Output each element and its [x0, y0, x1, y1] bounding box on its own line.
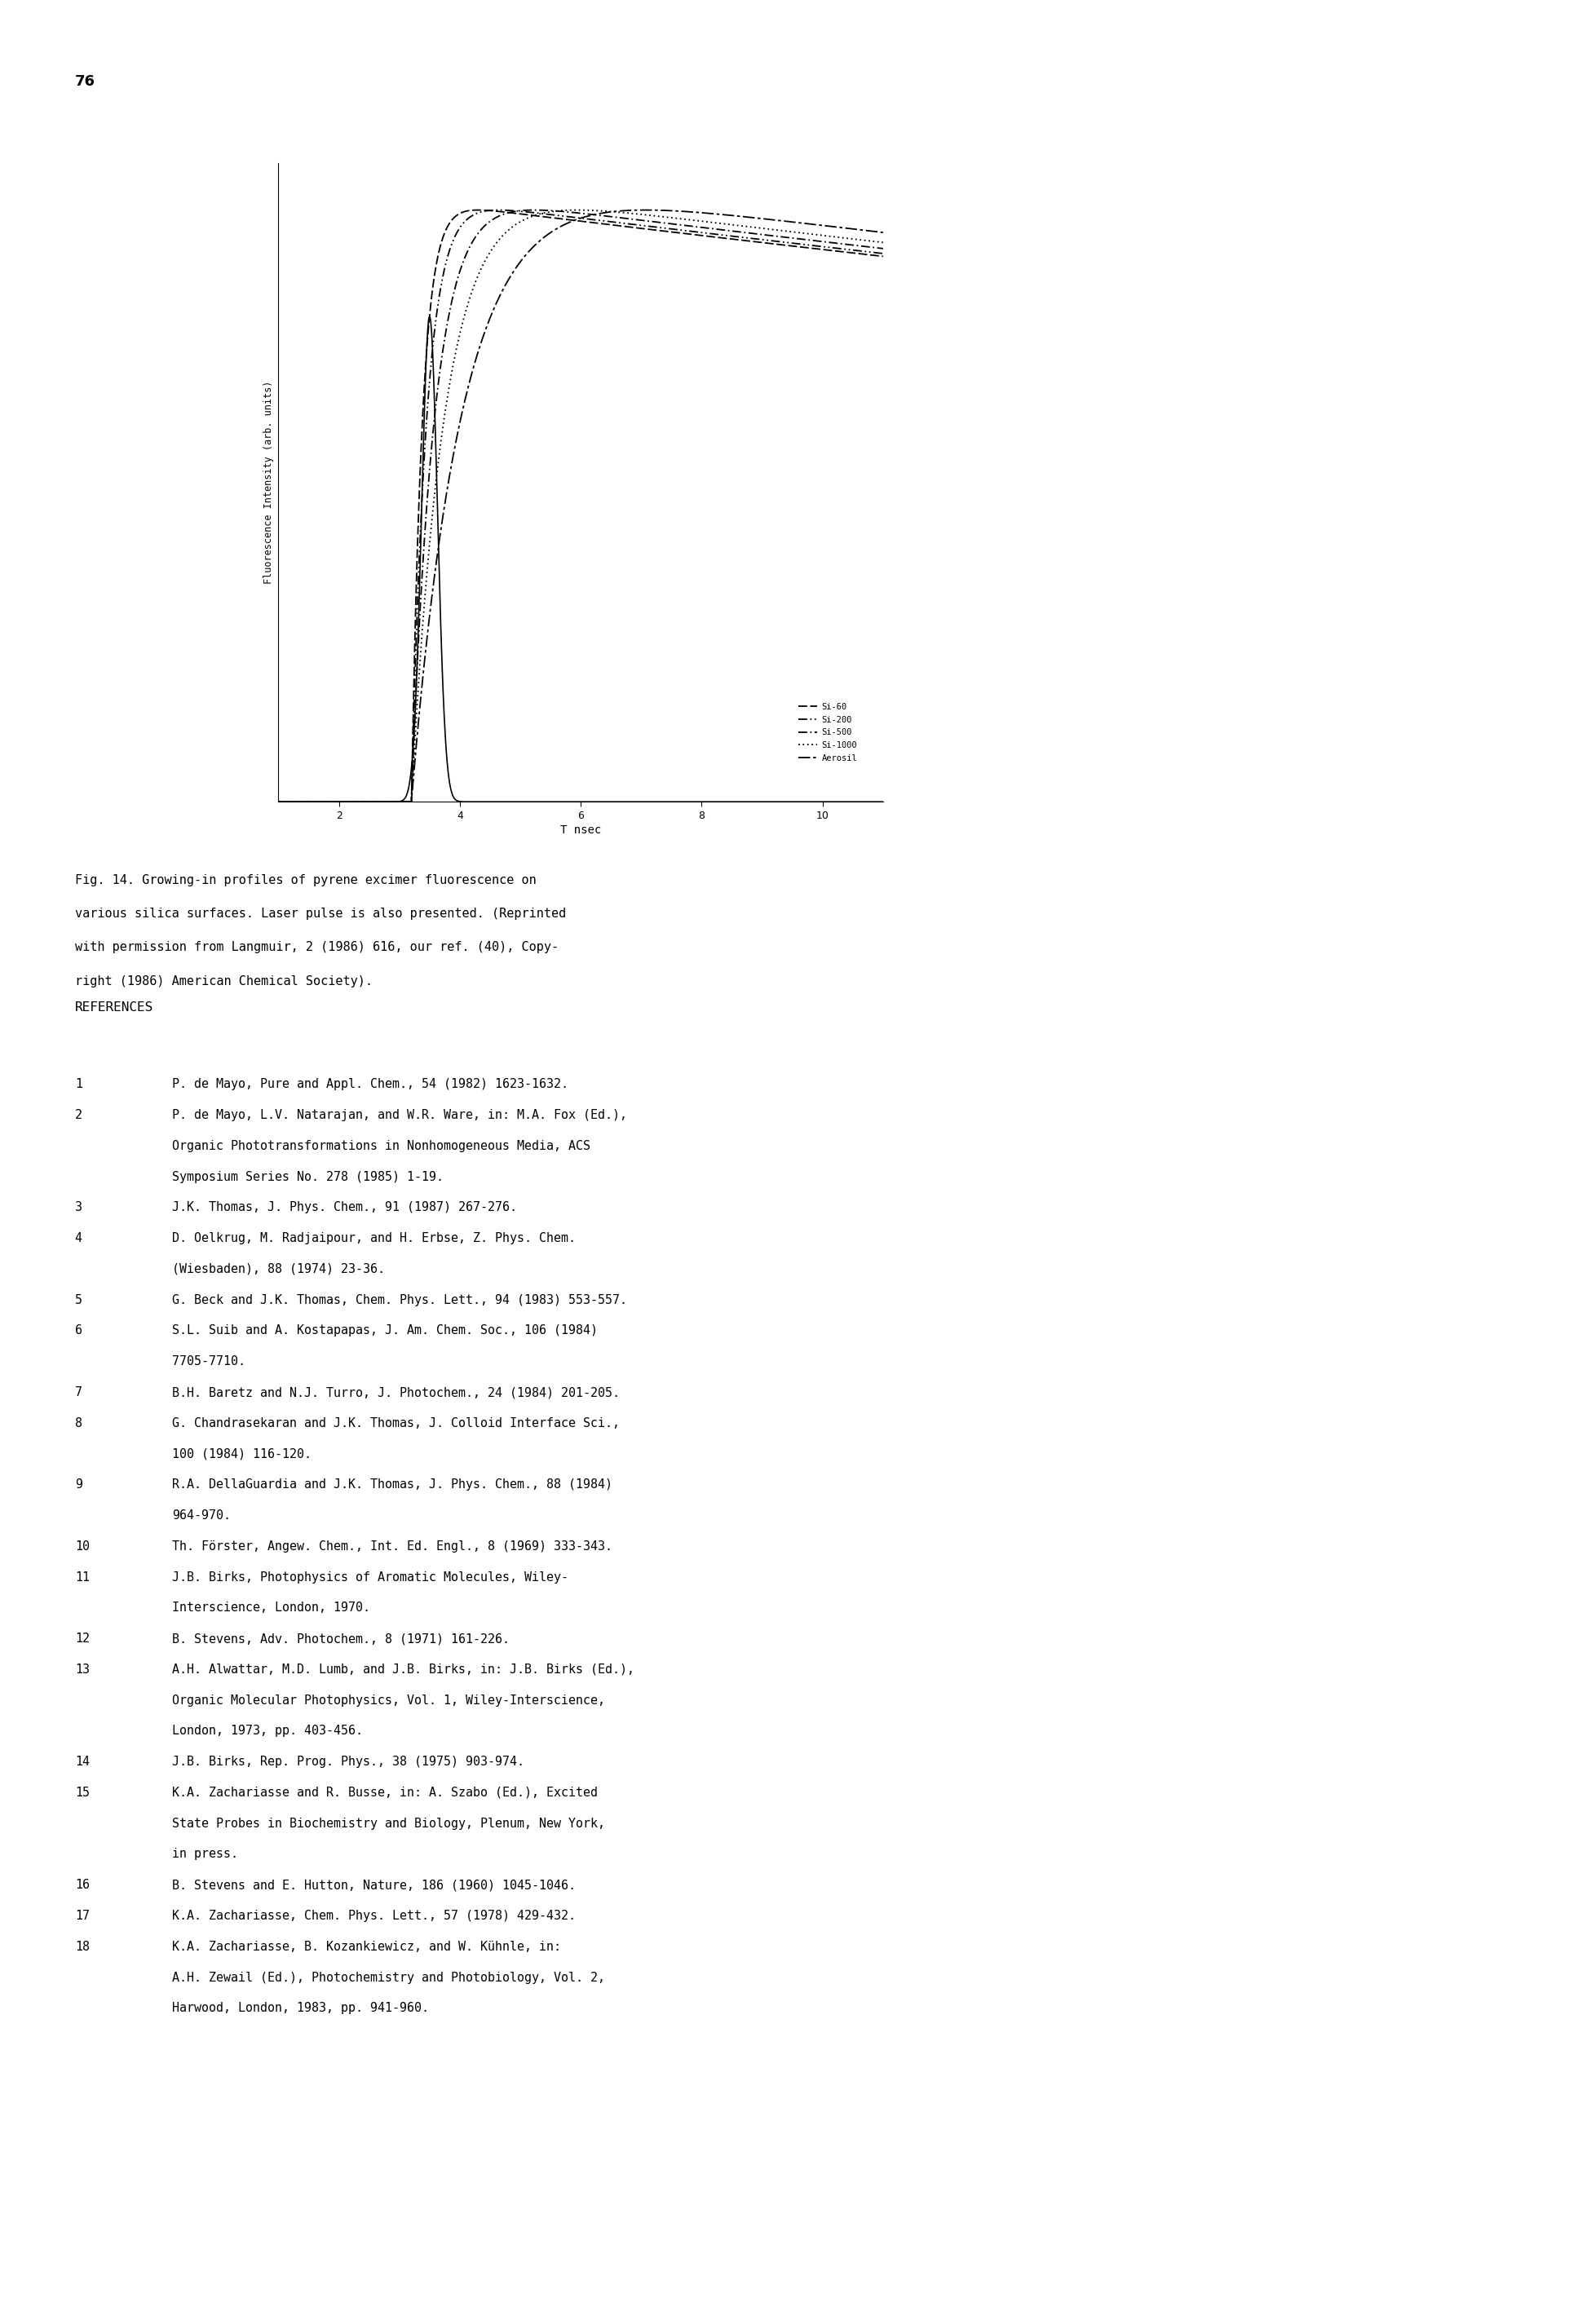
Text: 5: 5 [75, 1294, 83, 1306]
Text: 10: 10 [75, 1541, 89, 1552]
Text: G. Beck and J.K. Thomas, Chem. Phys. Lett., 94 (1983) 553-557.: G. Beck and J.K. Thomas, Chem. Phys. Let… [172, 1294, 627, 1306]
Text: 2: 2 [75, 1109, 83, 1122]
Text: 4: 4 [75, 1232, 83, 1246]
Text: S.L. Suib and A. Kostapapas, J. Am. Chem. Soc., 106 (1984): S.L. Suib and A. Kostapapas, J. Am. Chem… [172, 1325, 598, 1336]
Text: K.A. Zachariasse, B. Kozankiewicz, and W. Kühnle, in:: K.A. Zachariasse, B. Kozankiewicz, and W… [172, 1941, 560, 1952]
Text: 3: 3 [75, 1202, 83, 1213]
Text: with permission from Langmuir, 2 (1986) 616, our ref. (40), Copy-: with permission from Langmuir, 2 (1986) … [75, 941, 558, 953]
Text: R.A. DellaGuardia and J.K. Thomas, J. Phys. Chem., 88 (1984): R.A. DellaGuardia and J.K. Thomas, J. Ph… [172, 1478, 613, 1492]
Text: 15: 15 [75, 1787, 89, 1799]
Text: 7: 7 [75, 1385, 83, 1399]
Text: 100 (1984) 116-120.: 100 (1984) 116-120. [172, 1448, 312, 1459]
Text: Symposium Series No. 278 (1985) 1-19.: Symposium Series No. 278 (1985) 1-19. [172, 1171, 444, 1183]
X-axis label: T nsec: T nsec [560, 825, 601, 837]
Text: K.A. Zachariasse and R. Busse, in: A. Szabo (Ed.), Excited: K.A. Zachariasse and R. Busse, in: A. Sz… [172, 1787, 598, 1799]
Text: B. Stevens, Adv. Photochem., 8 (1971) 161-226.: B. Stevens, Adv. Photochem., 8 (1971) 16… [172, 1631, 509, 1645]
Text: Interscience, London, 1970.: Interscience, London, 1970. [172, 1601, 371, 1615]
Text: London, 1973, pp. 403-456.: London, 1973, pp. 403-456. [172, 1724, 363, 1738]
Text: D. Oelkrug, M. Radjaipour, and H. Erbse, Z. Phys. Chem.: D. Oelkrug, M. Radjaipour, and H. Erbse,… [172, 1232, 576, 1246]
Text: REFERENCES: REFERENCES [75, 1002, 153, 1013]
Text: 7705-7710.: 7705-7710. [172, 1355, 245, 1369]
Text: Fig. 14. Growing-in profiles of pyrene excimer fluorescence on: Fig. 14. Growing-in profiles of pyrene e… [75, 874, 536, 885]
Text: State Probes in Biochemistry and Biology, Plenum, New York,: State Probes in Biochemistry and Biology… [172, 1817, 605, 1829]
Text: Harwood, London, 1983, pp. 941-960.: Harwood, London, 1983, pp. 941-960. [172, 2001, 428, 2015]
Text: B.H. Baretz and N.J. Turro, J. Photochem., 24 (1984) 201-205.: B.H. Baretz and N.J. Turro, J. Photochem… [172, 1385, 619, 1399]
Text: 6: 6 [75, 1325, 83, 1336]
Text: A.H. Alwattar, M.D. Lumb, and J.B. Birks, in: J.B. Birks (Ed.),: A.H. Alwattar, M.D. Lumb, and J.B. Birks… [172, 1664, 635, 1676]
Text: J.B. Birks, Photophysics of Aromatic Molecules, Wiley-: J.B. Birks, Photophysics of Aromatic Mol… [172, 1571, 568, 1583]
Text: 964-970.: 964-970. [172, 1508, 231, 1522]
Text: 8: 8 [75, 1418, 83, 1429]
Text: 12: 12 [75, 1631, 89, 1645]
Text: 13: 13 [75, 1664, 89, 1676]
Text: (Wiesbaden), 88 (1974) 23-36.: (Wiesbaden), 88 (1974) 23-36. [172, 1264, 385, 1276]
Text: Organic Phototransformations in Nonhomogeneous Media, ACS: Organic Phototransformations in Nonhomog… [172, 1141, 590, 1153]
Text: A.H. Zewail (Ed.), Photochemistry and Photobiology, Vol. 2,: A.H. Zewail (Ed.), Photochemistry and Ph… [172, 1971, 605, 1985]
Text: K.A. Zachariasse, Chem. Phys. Lett., 57 (1978) 429-432.: K.A. Zachariasse, Chem. Phys. Lett., 57 … [172, 1910, 576, 1922]
Text: B. Stevens and E. Hutton, Nature, 186 (1960) 1045-1046.: B. Stevens and E. Hutton, Nature, 186 (1… [172, 1878, 576, 1892]
Text: 11: 11 [75, 1571, 89, 1583]
Text: Th. Förster, Angew. Chem., Int. Ed. Engl., 8 (1969) 333-343.: Th. Förster, Angew. Chem., Int. Ed. Engl… [172, 1541, 613, 1552]
Text: 18: 18 [75, 1941, 89, 1952]
Text: 9: 9 [75, 1478, 83, 1492]
Text: G. Chandrasekaran and J.K. Thomas, J. Colloid Interface Sci.,: G. Chandrasekaran and J.K. Thomas, J. Co… [172, 1418, 619, 1429]
Text: J.K. Thomas, J. Phys. Chem., 91 (1987) 267-276.: J.K. Thomas, J. Phys. Chem., 91 (1987) 2… [172, 1202, 517, 1213]
Text: P. de Mayo, L.V. Natarajan, and W.R. Ware, in: M.A. Fox (Ed.),: P. de Mayo, L.V. Natarajan, and W.R. War… [172, 1109, 627, 1122]
Y-axis label: Fluorescence Intensity (arb. units): Fluorescence Intensity (arb. units) [263, 381, 274, 583]
Text: P. de Mayo, Pure and Appl. Chem., 54 (1982) 1623-1632.: P. de Mayo, Pure and Appl. Chem., 54 (19… [172, 1078, 568, 1090]
Text: 17: 17 [75, 1910, 89, 1922]
Text: J.B. Birks, Rep. Prog. Phys., 38 (1975) 903-974.: J.B. Birks, Rep. Prog. Phys., 38 (1975) … [172, 1755, 523, 1769]
Text: in press.: in press. [172, 1848, 239, 1862]
Text: 16: 16 [75, 1878, 89, 1892]
Legend: Si-60, Si-200, Si-500, Si-1000, Aerosil: Si-60, Si-200, Si-500, Si-1000, Aerosil [796, 700, 861, 765]
Text: right (1986) American Chemical Society).: right (1986) American Chemical Society). [75, 976, 372, 988]
Text: Organic Molecular Photophysics, Vol. 1, Wiley-Interscience,: Organic Molecular Photophysics, Vol. 1, … [172, 1694, 605, 1706]
Text: various silica surfaces. Laser pulse is also presented. (Reprinted: various silica surfaces. Laser pulse is … [75, 909, 566, 920]
Text: 76: 76 [75, 74, 95, 88]
Text: 1: 1 [75, 1078, 83, 1090]
Text: 14: 14 [75, 1755, 89, 1769]
